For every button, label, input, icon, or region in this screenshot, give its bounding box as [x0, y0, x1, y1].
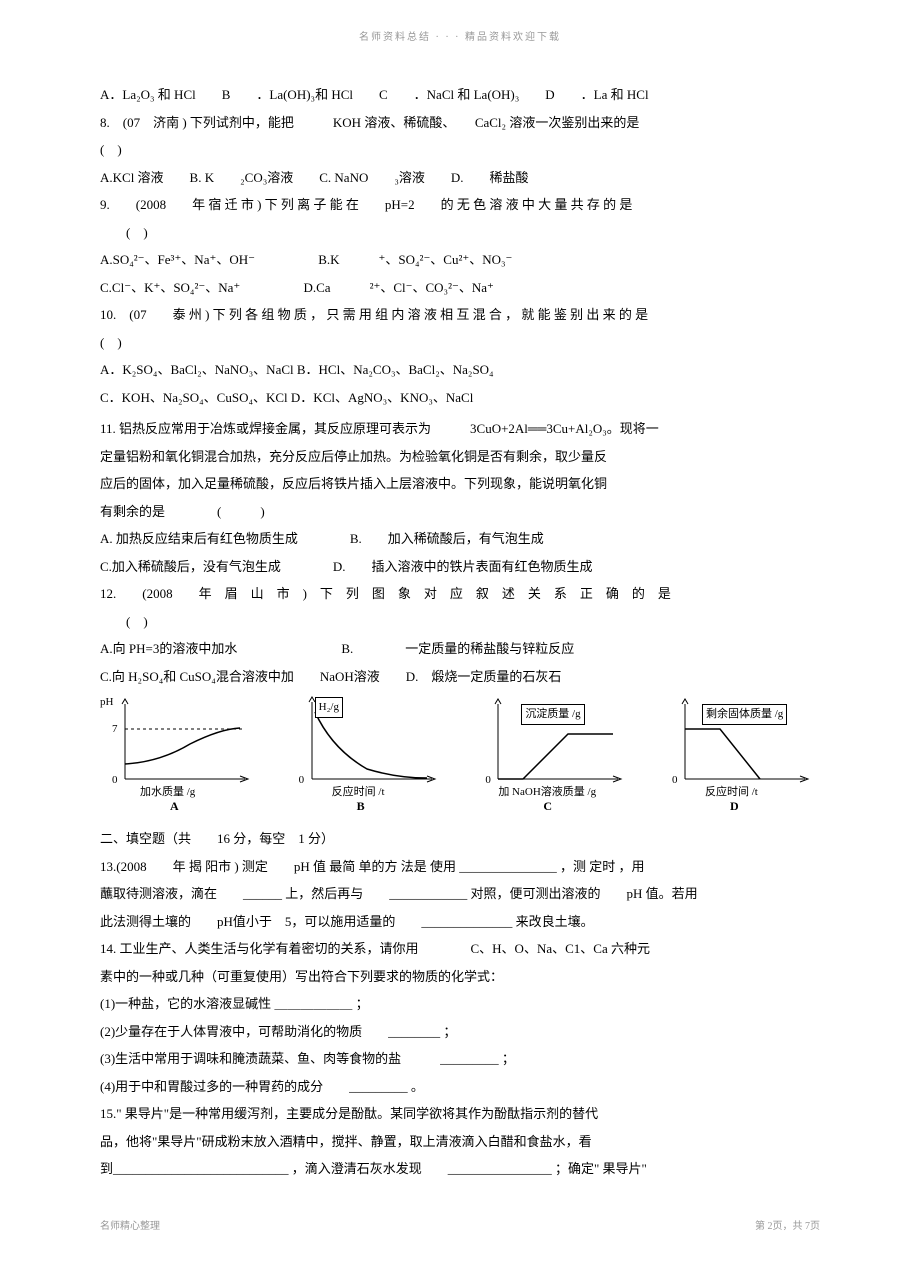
q12-text: 12. (2008 年 眉 山 市 ) 下 列 图 象 对 应 叙 述 关 系 … [100, 584, 820, 604]
chart-a-ylabel: pH [100, 694, 113, 711]
chart-b-svg [287, 694, 447, 794]
chart-a-svg [100, 694, 260, 794]
q12-optC: C.向 H₂SO₄和 CuSO₄混合溶液中加 NaOH溶液 D. 煅烧一定质量的… [100, 667, 820, 687]
q14-3: (3)生活中常用于调味和腌渍蔬菜、鱼、肉等食物的盐 _________ ； [100, 1049, 820, 1069]
chart-c-y0: 0 [485, 772, 491, 789]
charts-row: pH 7 0 加水质量 /g A H₂/g 0 反应时间 /t B 沉淀质量 /… [100, 694, 820, 814]
q11-text2: 定量铝粉和氧化铜混合加热，充分反应后停止加热。为检验氧化铜是否有剩余，取少量反 [100, 447, 820, 467]
chart-a-y7: 7 [112, 721, 118, 738]
chart-c: 沉淀质量 /g 0 加 NaOH溶液质量 /g C [473, 694, 633, 814]
q7-options: A．La₂O₃ 和 HCl B ．La(OH)₃和 HCl C ．NaCl 和 … [100, 85, 820, 105]
q9-text: 9. (2008 年 宿 迁 市 ) 下 列 离 子 能 在 pH=2 的 无 … [100, 195, 820, 215]
chart-c-caption: 沉淀质量 /g [521, 704, 584, 725]
q10-paren: ( ) [100, 333, 820, 353]
q9-optA: A.SO₄²⁻、Fe³⁺、Na⁺、OH⁻ [100, 252, 255, 267]
q14-text2: 素中的一种或几种（可重复使用）写出符合下列要求的物质的化学式： [100, 967, 820, 987]
q14-4: (4)用于中和胃酸过多的一种胃药的成分 _________ 。 [100, 1077, 820, 1097]
q8-options: A.KCl 溶液 B. K ₂CO₃溶液 C. NaNO ₃溶液 D. 稀盐酸 [100, 168, 820, 188]
q12-paren: ( ) [100, 612, 820, 632]
chart-a-y0: 0 [112, 772, 118, 789]
section2-title: 二、填空题（共 16 分，每空 1 分） [100, 829, 820, 849]
chart-b-y0: 0 [299, 772, 305, 789]
q11-optC: C.加入稀硫酸后，没有气泡生成 D. 插入溶液中的铁片表面有红色物质生成 [100, 557, 820, 577]
q8-paren: ( ) [100, 140, 820, 160]
q11-text3: 应后的固体，加入足量稀硫酸，反应后将铁片插入上层溶液中。下列现象，能说明氧化铜 [100, 474, 820, 494]
q11-optA: A. 加热反应结束后有红色物质生成 B. 加入稀硫酸后，有气泡生成 [100, 529, 820, 549]
q9-optC: C.Cl⁻、K⁺、SO₄²⁻、Na⁺ [100, 280, 240, 295]
q14-2: (2)少量存在于人体胃液中，可帮助消化的物质 ________ ； [100, 1022, 820, 1042]
q10-text: 10. (07 泰 州 ) 下 列 各 组 物 质 ， 只 需 用 组 内 溶 … [100, 305, 820, 325]
chart-d-letter: D [730, 797, 739, 815]
chart-a: pH 7 0 加水质量 /g A [100, 694, 260, 814]
page-header: 名师资料总结 · · · 精品资料欢迎下载 [100, 30, 820, 45]
q9-row1: A.SO₄²⁻、Fe³⁺、Na⁺、OH⁻ B.K ⁺、SO₄²⁻、Cu²⁺、NO… [100, 250, 820, 270]
q9-row2: C.Cl⁻、K⁺、SO₄²⁻、Na⁺ D.Ca ²⁺、Cl⁻、CO₃²⁻、Na⁺ [100, 278, 820, 298]
q15-text2: 品，他将"果导片"研成粉末放入酒精中，搅拌、静置，取上清液滴入白醋和食盐水，看 [100, 1132, 820, 1152]
chart-d-caption: 剩余固体质量 /g [702, 704, 787, 725]
chart-a-xlabel: 加水质量 /g [140, 784, 195, 801]
chart-d: 剩余固体质量 /g 0 反应时间 /t D [660, 694, 820, 814]
q15-text1: 15." 果导片"是一种常用缓泻剂，主要成分是酚酞。某同学欲将其作为酚酞指示剂的… [100, 1104, 820, 1124]
q14-1: (1)一种盐，它的水溶液显碱性 ＿＿＿＿＿＿ ； [100, 994, 820, 1014]
q10-optA: A．K₂SO₄、BaCl₂、NaNO₃、NaCl B．HCl、Na₂CO₃、Ba… [100, 360, 820, 380]
q11-text4: 有剩余的是 ( ) [100, 502, 820, 522]
chart-a-letter: A [170, 797, 179, 815]
chart-b-h2g: H₂/g [315, 697, 343, 718]
q9-paren: ( ) [100, 223, 820, 243]
q9-optD: D.Ca ²⁺、Cl⁻、CO₃²⁻、Na⁺ [304, 280, 494, 295]
q8-text: 8. (07 济南 ) 下列试剂中，能把 KOH 溶液、稀硫酸、 CaCl₂ 溶… [100, 113, 820, 133]
q11-text1: 11. 铝热反应常用于冶炼或焊接金属，其反应原理可表示为 3CuO+2Al══3… [100, 419, 820, 439]
q9-optB: B.K ⁺、SO₄²⁻、Cu²⁺、NO₃⁻ [318, 252, 512, 267]
chart-b-letter: B [357, 797, 365, 815]
chart-c-letter: C [543, 797, 552, 815]
q13-text3: 此法测得土壤的 pH值小于 5，可以施用适量的 ______________ 来… [100, 912, 820, 932]
q13-text1: 13.(2008 年 揭 阳市 ) 测定 pH 值 最简 单的方 法是 使用 _… [100, 857, 820, 877]
q14-text1: 14. 工业生产、人类生活与化学有着密切的关系，请你用 C、H、O、Na、C1、… [100, 939, 820, 959]
q15-text3: 到___________________________ ，滴入澄清石灰水发现 … [100, 1159, 820, 1179]
q10-optC: C．KOH、Na₂SO₄、CuSO₄、KCl D．KCl、AgNO₃、KNO₃、… [100, 388, 820, 408]
chart-b: H₂/g 0 反应时间 /t B [287, 694, 447, 814]
q12-optA: A.向 PH=3的溶液中加水 B. 一定质量的稀盐酸与锌粒反应 [100, 639, 820, 659]
chart-d-y0: 0 [672, 772, 678, 789]
q13-text2: 蘸取待测溶液，滴在 ______ 上，然后再与 ____________ 对照，… [100, 884, 820, 904]
